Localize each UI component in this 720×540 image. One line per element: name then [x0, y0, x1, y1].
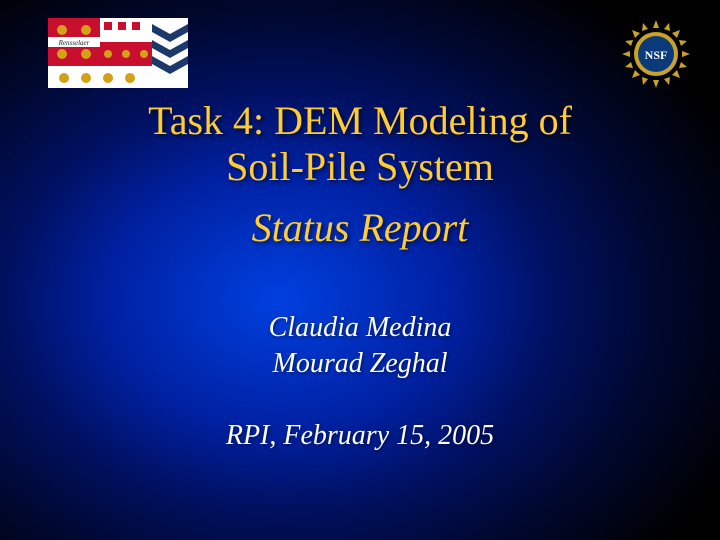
author-2: Mourad Zeghal [0, 346, 720, 382]
title-line-1: Task 4: DEM Modeling of [0, 98, 720, 144]
svg-text:NSF: NSF [645, 48, 668, 62]
date-block: RPI, February 15, 2005 [0, 420, 720, 452]
title-line-2: Soil-Pile System [0, 144, 720, 190]
nsf-logo: NSF [620, 18, 692, 90]
nsf-seal-icon: NSF [620, 18, 692, 90]
author-1: Claudia Medina [0, 310, 720, 346]
authors-block: Claudia Medina Mourad Zeghal [0, 310, 720, 383]
svg-text:Rensselaer: Rensselaer [58, 39, 90, 47]
title-block: Task 4: DEM Modeling of Soil-Pile System… [0, 98, 720, 251]
subtitle: Status Report [0, 204, 720, 251]
date-text: RPI, February 15, 2005 [0, 420, 720, 452]
rensselaer-logo: Rensselaer [48, 18, 188, 88]
slide-container: Rensselaer [0, 0, 720, 540]
rensselaer-shield-icon: Rensselaer [48, 18, 188, 88]
